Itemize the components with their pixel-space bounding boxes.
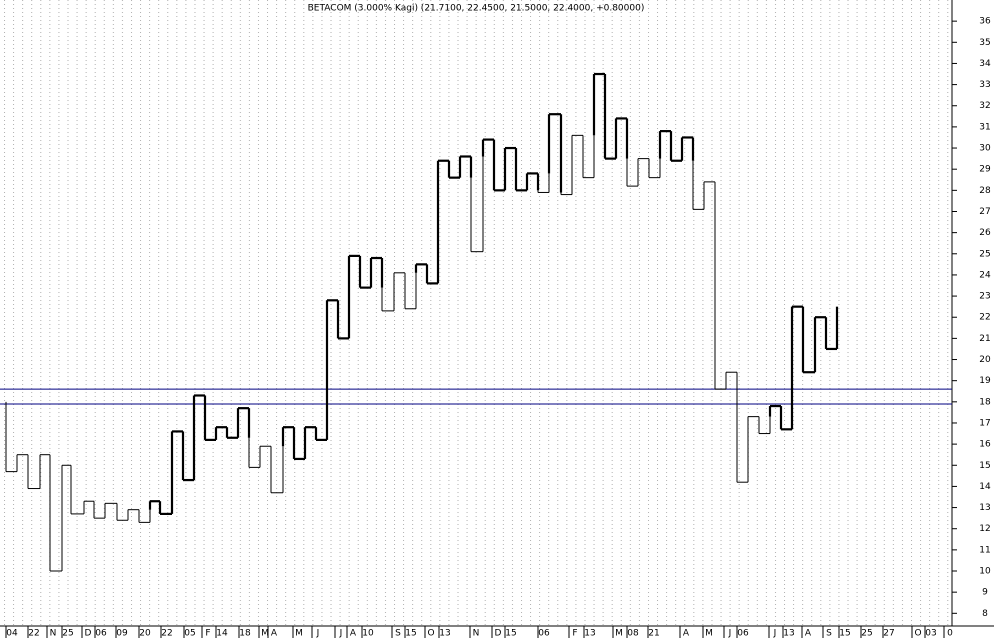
x-tick-label: O <box>914 629 921 638</box>
y-tick-label: 33 <box>979 80 990 90</box>
x-tick-label: 04 <box>6 629 18 638</box>
y-tick-label: 13 <box>979 503 990 513</box>
x-tick-label: J <box>728 629 732 638</box>
x-tick-label: 18 <box>239 629 251 638</box>
y-tick-label: 16 <box>979 440 991 450</box>
y-tick-label: 28 <box>979 186 991 196</box>
x-tick-label: 25 <box>62 629 73 638</box>
y-tick-label: 21 <box>979 334 990 344</box>
x-tick-label: 13 <box>439 629 450 638</box>
y-tick-label: 15 <box>979 461 990 471</box>
y-tick-label: 31 <box>979 122 990 132</box>
y-tick-label: 26 <box>979 228 991 238</box>
x-tick-label: 06 <box>538 629 550 638</box>
x-tick-label: N <box>50 629 57 638</box>
x-tick-label: M <box>705 629 713 638</box>
y-tick-label: 9 <box>982 588 988 598</box>
x-tick-label: 06 <box>95 629 107 638</box>
x-tick-label: 13 <box>584 629 595 638</box>
y-tick-label: 10 <box>979 567 991 577</box>
y-tick-label: 14 <box>979 482 991 492</box>
x-tick-label: S <box>395 629 401 638</box>
x-tick-label: 21 <box>648 629 659 638</box>
x-tick-label: D <box>85 629 92 638</box>
x-tick-label: 25 <box>861 629 872 638</box>
y-tick-label: 32 <box>979 101 990 111</box>
chart-title: BETACOM (3.000% Kagi) (21.7100, 22.4500,… <box>308 4 645 14</box>
x-tick-label: F <box>572 629 577 638</box>
grid-pattern <box>0 0 952 626</box>
y-tick-label: 18 <box>979 397 991 407</box>
x-tick-label: A <box>683 629 690 638</box>
x-tick-label: 03 <box>925 629 936 638</box>
x-tick-label: M <box>295 629 303 638</box>
y-tick-label: 24 <box>979 270 991 280</box>
y-tick-label: 30 <box>979 144 991 154</box>
x-tick-label: M <box>261 629 269 638</box>
y-tick-label: 23 <box>979 292 990 302</box>
y-tick-label: 20 <box>979 355 991 365</box>
x-tick-label: 15 <box>505 629 516 638</box>
y-tick-label: 11 <box>979 545 990 555</box>
y-tick-label: 29 <box>979 165 991 175</box>
y-tick-label: 35 <box>979 38 990 48</box>
x-tick-label: A <box>805 629 812 638</box>
y-tick-label: 19 <box>979 376 991 386</box>
y-tick-label: 36 <box>979 17 991 27</box>
x-tick-label: S <box>826 629 832 638</box>
x-tick-label: 22 <box>161 629 172 638</box>
x-tick-label: 10 <box>362 629 374 638</box>
x-tick-label: 22 <box>28 629 39 638</box>
x-tick-label: J <box>316 629 320 638</box>
x-tick-label: 14 <box>216 629 228 638</box>
y-tick-label: 34 <box>979 59 991 69</box>
x-tick-label: 08 <box>627 629 639 638</box>
x-tick-label: 13 <box>783 629 794 638</box>
x-tick-label: 20 <box>139 629 151 638</box>
y-tick-label: 8 <box>982 609 988 619</box>
x-tick-label: D <box>495 629 502 638</box>
y-tick-label: 12 <box>979 524 990 534</box>
x-tick-label: A <box>350 629 357 638</box>
y-tick-label: 25 <box>979 249 990 259</box>
x-tick-label: 0 <box>947 629 953 638</box>
x-tick-label: N <box>473 629 480 638</box>
x-tick-label: 15 <box>405 629 416 638</box>
y-tick-label: 27 <box>979 207 990 217</box>
x-tick-label: 05 <box>184 629 195 638</box>
y-tick-label: 22 <box>979 313 990 323</box>
x-tick-label: 27 <box>883 629 894 638</box>
x-tick-label: F <box>205 629 210 638</box>
x-tick-label: J <box>339 629 343 638</box>
x-tick-label: 15 <box>839 629 850 638</box>
y-tick-label: 17 <box>979 418 990 428</box>
x-tick-label: 06 <box>737 629 749 638</box>
x-tick-label: J <box>773 629 777 638</box>
x-tick-label: O <box>427 629 434 638</box>
x-tick-label: M <box>615 629 623 638</box>
x-tick-label: 09 <box>116 629 128 638</box>
x-tick-label: A <box>271 629 278 638</box>
